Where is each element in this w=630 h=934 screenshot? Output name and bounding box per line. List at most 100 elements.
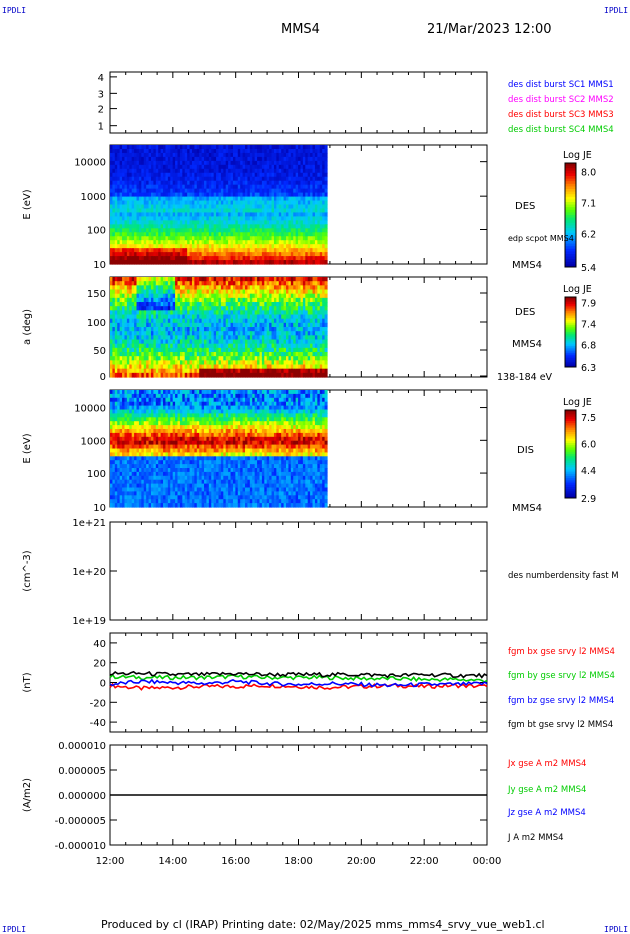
spectrogram-cell xyxy=(206,148,210,154)
spectrogram-cell xyxy=(146,160,150,166)
spectrogram-cell xyxy=(112,236,116,241)
spectrogram-cell xyxy=(138,216,142,221)
spectrogram-cell xyxy=(148,168,152,174)
spectrogram-cell xyxy=(199,160,203,166)
spectrogram-cell xyxy=(196,322,200,328)
spectrogram-cell xyxy=(310,192,314,198)
spectrogram-cell xyxy=(124,297,128,303)
spectrogram-cell xyxy=(230,244,234,249)
spectrogram-cell xyxy=(237,164,241,170)
spectrogram-cell xyxy=(148,252,152,257)
spectrogram-cell xyxy=(189,208,193,214)
spectrogram-cell xyxy=(184,289,188,295)
spectrogram-cell xyxy=(232,208,236,214)
spectrogram-cell xyxy=(235,176,239,182)
spectrogram-cell xyxy=(245,212,249,217)
spectrogram-cell xyxy=(167,164,171,170)
spectrogram-cell xyxy=(122,335,126,341)
spectrogram-cell xyxy=(167,318,171,324)
spectrogram-cell xyxy=(269,368,273,374)
spectrogram-cell xyxy=(281,240,285,245)
spectrogram-cell xyxy=(191,172,195,178)
spectrogram-cell xyxy=(216,216,220,221)
spectrogram-cell xyxy=(211,145,215,150)
spectrogram-cell xyxy=(276,335,280,341)
spectrogram-cell xyxy=(218,277,222,282)
spectrogram-cell xyxy=(112,224,116,229)
spectrogram-cell xyxy=(216,331,220,336)
spectrogram-cell xyxy=(110,260,114,265)
spectrogram-cell xyxy=(146,204,150,210)
spectrogram-cell xyxy=(114,172,118,178)
spectrogram-cell xyxy=(218,252,222,257)
spectrogram-cell xyxy=(216,256,220,261)
spectrogram-cell xyxy=(160,331,164,336)
spectrogram-cell xyxy=(295,232,299,237)
spectrogram-cell xyxy=(189,352,193,357)
spectrogram-cell xyxy=(208,208,212,214)
spectrogram-cell xyxy=(298,364,302,370)
spectrogram-cell xyxy=(223,244,227,249)
spectrogram-cell xyxy=(300,314,304,320)
spectrogram-cell xyxy=(204,252,208,257)
spectrogram-cell xyxy=(167,277,171,282)
spectrogram-cell xyxy=(187,196,191,202)
spectrogram-cell xyxy=(117,220,121,225)
spectrogram-cell xyxy=(249,327,253,332)
spectrogram-cell xyxy=(228,302,232,307)
spectrogram-cell xyxy=(184,184,188,190)
spectrogram-cell xyxy=(114,260,118,265)
spectrogram-cell xyxy=(266,148,270,154)
spectrogram-cell xyxy=(290,297,294,303)
spectrogram-cell xyxy=(232,216,236,221)
spectrogram-cell xyxy=(276,196,280,202)
spectrogram-cell xyxy=(305,200,309,206)
spectrogram-cell xyxy=(182,172,186,178)
spectrogram-cell xyxy=(273,184,277,190)
spectrogram-cell xyxy=(266,228,270,233)
spectrogram-cell xyxy=(117,252,121,257)
spectrogram-cell xyxy=(177,281,181,286)
spectrogram-cell xyxy=(218,285,222,291)
spectrogram-cell xyxy=(273,256,277,261)
spectrogram-cell xyxy=(122,306,126,311)
spectrogram-cell xyxy=(257,297,261,303)
spectrogram-cell xyxy=(249,168,253,174)
spectrogram-cell xyxy=(153,322,157,328)
spectrogram-cell xyxy=(302,152,306,158)
spectrogram-cell xyxy=(150,236,154,241)
spectrogram-cell xyxy=(175,188,179,194)
spectrogram-cell xyxy=(136,208,140,214)
spectrogram-cell xyxy=(290,310,294,316)
spectrogram-cell xyxy=(228,180,232,186)
spectrogram-cell xyxy=(187,318,191,324)
spectrogram-cell xyxy=(254,339,258,345)
spectrogram-cell xyxy=(259,248,263,253)
spectrogram-cell xyxy=(249,339,253,345)
spectrogram-cell xyxy=(269,192,273,198)
spectrogram-cell xyxy=(201,277,205,282)
spectrogram-cell xyxy=(179,145,183,150)
spectrogram-cell xyxy=(187,148,191,154)
spectrogram-cell xyxy=(131,335,135,341)
spectrogram-cell xyxy=(305,236,309,241)
spectrogram-cell xyxy=(230,148,234,154)
spectrogram-cell xyxy=(201,302,205,307)
spectrogram-cell xyxy=(278,208,282,214)
spectrogram-cell xyxy=(201,148,205,154)
spectrogram-cell xyxy=(264,356,268,361)
spectrogram-cell xyxy=(245,327,249,332)
spectrogram-cell xyxy=(218,236,222,241)
spectrogram-cell xyxy=(302,220,306,225)
spectrogram-cell xyxy=(131,192,135,198)
spectrogram-cell xyxy=(293,302,297,307)
spectrogram-cell xyxy=(293,356,297,361)
spectrogram-cell xyxy=(281,293,285,299)
spectrogram-cell xyxy=(206,196,210,202)
spectrogram-cell xyxy=(322,232,326,237)
spectrogram-cell xyxy=(257,152,261,158)
spectrogram-cell xyxy=(230,335,234,341)
spectrogram-cell xyxy=(211,297,215,303)
spectrogram-cell xyxy=(286,285,290,291)
spectrogram-cell xyxy=(110,372,114,378)
